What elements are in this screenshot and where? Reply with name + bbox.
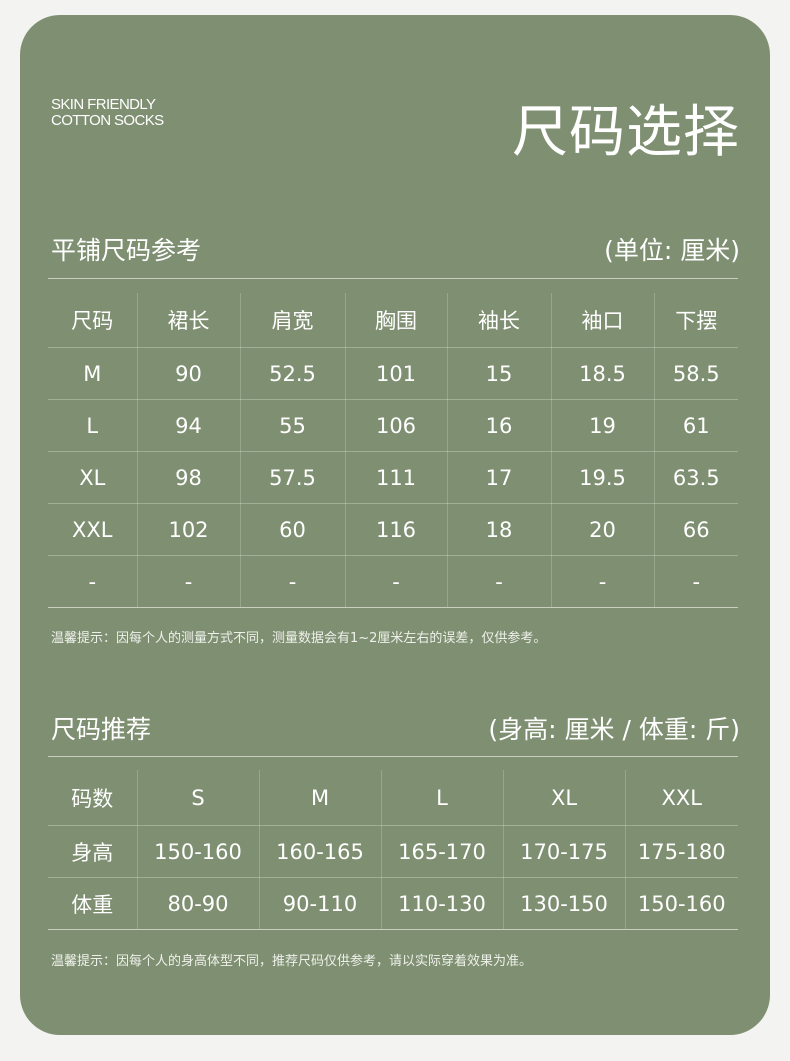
brand-logo-text: SKIN FRIENDLY COTTON SOCKS <box>51 97 164 129</box>
column-header: M <box>259 770 382 826</box>
column-header: 肩宽 <box>240 293 346 348</box>
column-header: L <box>381 770 504 826</box>
table-cell: 63.5 <box>654 451 738 504</box>
table-cell: 66 <box>654 503 738 556</box>
table-cell: 98 <box>137 451 241 504</box>
column-header: XXL <box>625 770 738 826</box>
column-header: 胸围 <box>345 293 448 348</box>
table-header-row: 尺码 裙长 肩宽 胸围 袖长 袖口 下摆 <box>48 293 738 348</box>
column-header: S <box>137 770 260 826</box>
table-cell: 身高 <box>48 825 138 878</box>
table-cell: - <box>48 555 138 608</box>
recommend-table: 码数 S M L XL XXL 身高 150-160 160-165 165-170 170-175… <box>48 770 738 930</box>
column-header: XL <box>503 770 626 826</box>
table-row: L 94 55 106 16 19 61 <box>48 399 738 452</box>
table-row: XL 98 57.5 111 17 19.5 63.5 <box>48 451 738 504</box>
column-header: 裙长 <box>137 293 241 348</box>
page-title: 尺码选择 <box>512 100 740 165</box>
table-cell: XL <box>48 451 138 504</box>
table-cell: 57.5 <box>240 451 346 504</box>
table-cell: 55 <box>240 399 346 452</box>
divider <box>48 278 738 279</box>
column-header: 下摆 <box>654 293 738 348</box>
column-header: 尺码 <box>48 293 138 348</box>
recommend-unit: (身高: 厘米 / 体重: 斤) <box>488 715 740 744</box>
table-cell: 17 <box>447 451 552 504</box>
table-row: 身高 150-160 160-165 165-170 170-175 175-180 <box>48 825 738 878</box>
flat-size-table: 尺码 裙长 肩宽 胸围 袖长 袖口 下摆 M 90 52.5 101 15 18.5 58.5 L 94 55 1… <box>48 293 738 608</box>
table-cell: 15 <box>447 347 552 400</box>
table-cell: - <box>447 555 552 608</box>
table-row: M 90 52.5 101 15 18.5 58.5 <box>48 347 738 400</box>
table-cell: 116 <box>345 503 448 556</box>
table-cell: - <box>137 555 241 608</box>
table-cell: 90 <box>137 347 241 400</box>
table-cell: 19 <box>551 399 655 452</box>
table-cell: 60 <box>240 503 346 556</box>
table-cell: L <box>48 399 138 452</box>
table-row: ------- <box>48 555 738 608</box>
table-row: 体重 80-90 90-110 110-130 130-150 150-160 <box>48 877 738 930</box>
table-cell: 160-165 <box>259 825 382 878</box>
table-cell: 170-175 <box>503 825 626 878</box>
table-cell: 111 <box>345 451 448 504</box>
table-cell: 19.5 <box>551 451 655 504</box>
table-cell: 80-90 <box>137 877 260 930</box>
brand-line-1: SKIN FRIENDLY <box>51 96 156 113</box>
size-chart-card: SKIN FRIENDLY COTTON SOCKS 尺码选择 平铺尺码参考 (… <box>20 15 770 1035</box>
column-header: 袖口 <box>551 293 655 348</box>
table-cell: 110-130 <box>381 877 504 930</box>
table-cell: - <box>345 555 448 608</box>
table-cell: 18.5 <box>551 347 655 400</box>
flat-size-unit: (单位: 厘米) <box>604 236 740 265</box>
flat-size-note: 温馨提示：因每个人的测量方式不同，测量数据会有1~2厘米左右的误差，仅供参考。 <box>51 631 547 646</box>
recommend-title: 尺码推荐 <box>51 715 152 744</box>
table-cell: 175-180 <box>625 825 738 878</box>
table-cell: - <box>240 555 346 608</box>
table-cell: 102 <box>137 503 241 556</box>
table-cell: 18 <box>447 503 552 556</box>
table-cell: 58.5 <box>654 347 738 400</box>
table-cell: - <box>551 555 655 608</box>
table-cell: - <box>654 555 738 608</box>
recommend-note: 温馨提示：因每个人的身高体型不同，推荐尺码仅供参考，请以实际穿着效果为准。 <box>51 954 533 969</box>
table-cell: 90-110 <box>259 877 382 930</box>
table-cell: 体重 <box>48 877 138 930</box>
flat-size-title: 平铺尺码参考 <box>51 236 202 265</box>
divider <box>48 756 738 757</box>
table-header-row: 码数 S M L XL XXL <box>48 770 738 826</box>
table-cell: 20 <box>551 503 655 556</box>
column-header: 袖长 <box>447 293 552 348</box>
table-cell: XXL <box>48 503 138 556</box>
table-cell: 165-170 <box>381 825 504 878</box>
table-cell: 101 <box>345 347 448 400</box>
table-cell: 150-160 <box>137 825 260 878</box>
table-cell: 16 <box>447 399 552 452</box>
table-cell: 52.5 <box>240 347 346 400</box>
table-cell: 150-160 <box>625 877 738 930</box>
table-row: XXL 102 60 116 18 20 66 <box>48 503 738 556</box>
table-cell: 130-150 <box>503 877 626 930</box>
table-cell: 61 <box>654 399 738 452</box>
brand-line-2: COTTON SOCKS <box>51 112 164 129</box>
column-header: 码数 <box>48 770 138 826</box>
table-cell: 106 <box>345 399 448 452</box>
table-cell: 94 <box>137 399 241 452</box>
table-cell: M <box>48 347 138 400</box>
